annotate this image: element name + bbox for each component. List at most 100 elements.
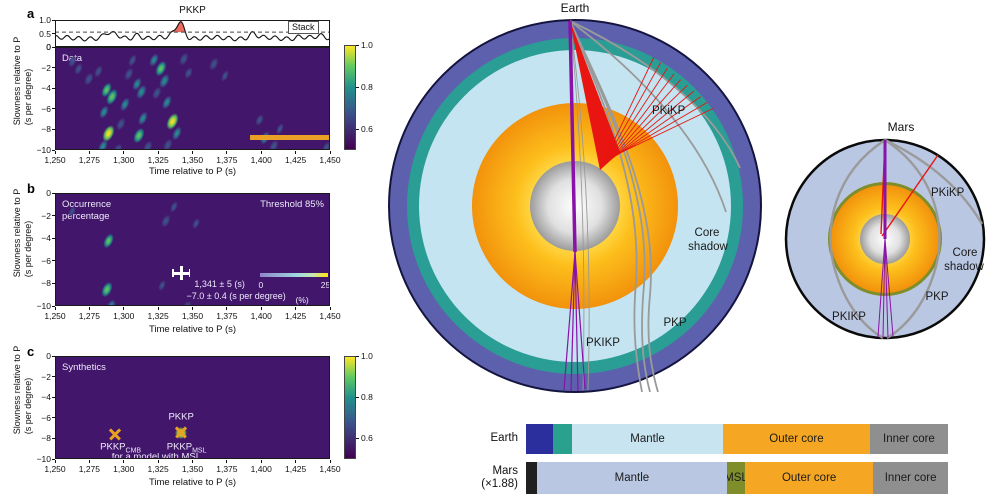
heatmap-blob [154,276,169,295]
y-tick-label: 0 [46,351,51,361]
x-tick-label: 1,450 [319,311,341,321]
earth-pkikp-fan-ray [608,79,682,161]
colorbar-tick-label: 1.0 [361,40,373,50]
y-tick-mark [52,305,55,307]
cross-cap-right [188,269,191,278]
panel-b-ylabel-line1: Slowness relative to P [11,188,22,278]
x-tick-mark [329,151,331,154]
stack-plot [54,20,331,47]
y-tick-mark [52,33,55,34]
heatmap-synthetics: Synthetics PKKP PKKPCMB PKKPMSL for a model… [55,356,330,459]
x-tick-mark [123,151,125,154]
heatmap-blob [189,214,204,233]
earth-pkikp-wedge [570,21,620,170]
y-tick-label: −10 [36,454,51,464]
y-tick-label: −2 [41,62,51,73]
mars-title: Mars [888,120,915,134]
earth-pkikp-fan-ray [617,107,715,155]
colorbar-tick-mark [356,355,359,357]
earth-pkp-label: PKP [663,317,686,329]
pkkp-msl-label: PKKPMSL [166,441,207,455]
legend-row-label: Mars (×1.88) [430,462,526,494]
x-tick-label: 1,375 [216,311,238,321]
pkkp-cmb-marker [109,428,121,441]
x-tick-label: 1,250 [44,311,66,321]
heatmap-blob [98,229,118,254]
mars-core-shadow-label-1: Core [953,247,978,259]
x-tick-mark [192,307,193,310]
x-tick-label: 1,375 [216,155,238,165]
x-tick-label: 1,400 [250,311,272,321]
cross-cap-left [172,269,174,278]
y-tick-label: −2 [41,371,51,382]
colorbar-panel-a [344,45,356,150]
inset-tick-25: 25 [320,279,330,290]
legend-row-label: Earth [430,424,526,454]
x-tick-label: 1,350 [181,311,204,321]
earth-pkikp-fan-ray [614,96,701,158]
x-tick-label: 1,250 [44,155,66,165]
mars-pkp-label: PKP [925,291,948,303]
x-tick-mark [329,307,331,310]
occurrence-label: Occurrence percentage [62,199,111,223]
heatmap-blob [95,101,113,123]
panel-a-title: PKKP [179,5,206,16]
y-tick-mark [52,192,55,194]
colorbar-tick-mark [356,44,359,46]
legend-segment [526,462,537,494]
legend-segment-mantle: Mantle [536,462,727,494]
y-tick-mark [52,437,55,439]
x-tick-label: 1,425 [284,155,307,165]
y-tick-label: −8 [41,124,51,135]
mars-pkikp-rays [877,140,894,339]
x-tick-label: 1,450 [319,464,341,474]
heatmap-blob [90,62,107,82]
stack-label: Stack [288,21,319,34]
synthetics-label: Synthetics [62,362,106,373]
x-tick-mark [157,151,159,154]
mars-cross-section: Mars PKiKP Core shadow PKP PKIKP [784,120,986,340]
earth-pkikp-fan-ray [615,101,708,156]
slowness-annotation: −7.0 ± 0.4 (s per degree) [186,291,286,302]
legend-segment-inner-core: Inner core [873,462,948,494]
y-tick-label: −6 [41,255,51,266]
x-tick-mark [54,151,56,154]
y-tick-label: −8 [41,278,51,289]
y-tick-mark [52,458,55,460]
model-note: for a model with MSL [111,451,201,459]
x-tick-mark [192,151,193,154]
x-tick-mark [88,460,90,463]
earth-pkikp-fan [601,56,715,167]
y-tick-mark [52,46,55,48]
legend-segment-outer-core: Outer core [723,424,870,454]
legend-row-label-line: Earth [490,432,519,445]
earth-pkikp-fan-ray [612,90,695,159]
x-tick-mark [123,460,125,463]
x-tick-label: 1,300 [113,155,135,165]
stack-frame [55,20,330,47]
x-tick-mark [295,151,297,154]
legend-segment-inner-core: Inner core [869,424,948,454]
x-tick-label: 1,325 [147,464,169,474]
detection-cross-marker [172,266,191,281]
earth-cross-section: Earth PKiKP Core shadow PKP PKIKP [388,1,762,393]
colorbar-tick-label: 1.0 [361,351,373,361]
mars-pkikp-upper-label: PKiKP [931,187,965,199]
y-tick-mark [52,19,55,21]
pkkp-cmb-label-subscript: CMB [125,447,142,455]
colorbar-tick-mark [356,86,359,88]
colorbar-tick-label: 0.8 [361,392,373,403]
x-tick-mark [88,307,90,310]
inset-tick-0: 0 [258,279,264,290]
colorbar-tick-mark [356,437,359,439]
occurrence-label-line2: percentage [62,210,110,222]
legend-segment-outer-core: Outer core [745,462,874,494]
stack-above-threshold-fill [112,21,253,33]
y-tick-label: −4 [41,83,51,94]
x-tick-mark [157,307,159,310]
earth-pkp-rays [569,20,659,393]
coverage-bar [249,135,329,141]
y-tick-mark [52,67,55,69]
panel-b-xlabel: Time relative to P (s) [148,324,237,335]
earth-pkikp-fan-ray [605,68,668,164]
